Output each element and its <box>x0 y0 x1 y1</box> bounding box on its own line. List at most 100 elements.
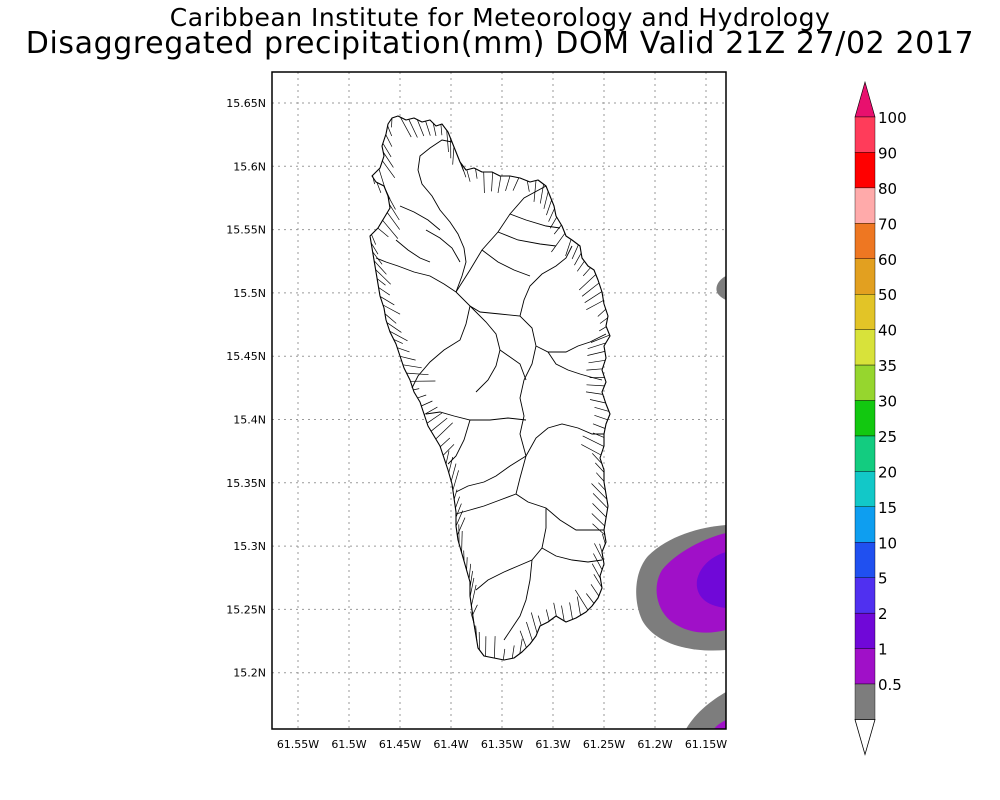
drainage-line <box>450 463 457 482</box>
drainage-line <box>382 220 399 239</box>
colorbar-label: 1 <box>878 641 888 659</box>
drainage-line <box>371 234 377 245</box>
drainage-line <box>373 260 387 275</box>
precip-patch-0.5-southeast <box>686 692 726 729</box>
drainage-line <box>453 489 458 500</box>
watershed-boundaries <box>375 139 607 641</box>
drainage-line <box>519 638 523 654</box>
drainage-line <box>455 496 460 509</box>
drainage-line <box>505 175 511 192</box>
colorbar-bottom-arrow <box>854 719 876 756</box>
drainage-line <box>533 180 537 202</box>
colorbar-swatch <box>854 471 876 508</box>
drainage-line <box>475 625 478 642</box>
longitude-tick-labels: 61.55W 61.5W 61.45W 61.4W 61.35W 61.3W 61.25W 6… <box>277 738 727 751</box>
drainage-line <box>598 482 606 491</box>
drainage-line <box>375 269 391 285</box>
drainage-line <box>452 146 455 165</box>
map-frame <box>271 71 727 730</box>
drainage-line <box>461 530 463 553</box>
drainage-line <box>594 406 610 412</box>
lat-tick-label: 15.5N <box>233 287 266 300</box>
drainage-line <box>591 513 605 527</box>
drainage-line <box>440 437 451 448</box>
colorbar-swatch <box>854 187 876 224</box>
lat-tick-label: 15.25N <box>226 603 266 616</box>
lat-tick-label: 15.55N <box>226 224 266 237</box>
drainage-line <box>530 612 538 634</box>
colorbar-swatch <box>854 400 876 437</box>
colorbar-label: 5 <box>878 570 888 588</box>
drainage-line <box>592 432 605 438</box>
drainage-line <box>589 399 606 404</box>
drainage-line <box>416 119 425 137</box>
drainage-line <box>382 304 401 315</box>
drainage-line <box>497 175 502 194</box>
drainage-line <box>378 287 390 296</box>
drainage-line <box>471 584 477 606</box>
drainage-line <box>387 212 400 230</box>
drainage-line <box>590 584 600 597</box>
drainage-line <box>592 423 606 429</box>
latitude-tick-labels: 15.65N 15.6N 15.55N 15.5N 15.45N 15.4N 15.35N 1… <box>226 97 266 680</box>
colorbar-swatch <box>854 364 876 401</box>
drainage-line <box>432 123 437 136</box>
colorbar-top-arrow <box>854 80 876 118</box>
drainage-line <box>430 417 448 432</box>
drainage-line <box>452 470 459 491</box>
lon-tick-label: 61.2W <box>637 738 672 751</box>
drainage-line <box>588 359 606 364</box>
drainage-line <box>382 143 392 158</box>
drainage-line <box>581 444 602 456</box>
drainage-line <box>387 125 393 137</box>
colorbar-label: 30 <box>878 393 897 411</box>
drainage-line <box>379 296 395 306</box>
drainage-line <box>576 596 581 616</box>
drainage-line <box>384 186 391 200</box>
colorbar-label: 40 <box>878 322 897 340</box>
precip-patch-1-southeast <box>714 720 726 729</box>
drainage-line <box>446 130 449 153</box>
drainage-line <box>519 630 527 648</box>
drainage-line <box>553 224 562 235</box>
drainage-line <box>549 217 558 229</box>
drainage-line <box>389 204 400 221</box>
colorbar-label: 35 <box>878 357 897 375</box>
drainage-line <box>596 472 605 482</box>
precipitation-field <box>636 276 726 729</box>
drainage-line <box>593 553 603 570</box>
drainage-line <box>546 199 552 216</box>
drainage-line <box>545 609 550 622</box>
precip-patch-2-east <box>696 552 726 608</box>
drainage-line <box>402 364 422 369</box>
drainage-line <box>582 267 591 277</box>
drainage-line <box>548 208 555 222</box>
lat-tick-label: 15.65N <box>226 97 266 110</box>
colorbar-swatch <box>854 223 876 259</box>
precip-patch-1-east <box>656 533 726 633</box>
lon-tick-label: 61.55W <box>277 738 319 751</box>
drainage-line <box>400 117 412 138</box>
lon-tick-label: 61.35W <box>481 738 523 751</box>
drainage-line <box>440 124 443 136</box>
drainage-line <box>400 355 416 361</box>
drainage-line <box>599 543 603 553</box>
drainage-line <box>425 120 431 136</box>
drainage-line <box>455 503 462 518</box>
drainage-line <box>472 604 478 615</box>
colorbar-swatch <box>854 648 876 685</box>
drainage-line <box>592 453 603 464</box>
drainage-line <box>475 168 478 179</box>
colorbar-swatch <box>854 258 876 295</box>
drainage-line <box>370 242 379 255</box>
drainage-line <box>435 422 453 440</box>
drainage-line <box>460 163 467 178</box>
drainage-line <box>494 636 496 659</box>
drainage-line <box>599 317 608 324</box>
colorbar-label: 80 <box>878 180 897 198</box>
drainage-line <box>574 252 582 266</box>
drainage-line <box>424 406 438 415</box>
colorbar-label: 100 <box>878 109 907 127</box>
drainage-line <box>543 191 549 209</box>
